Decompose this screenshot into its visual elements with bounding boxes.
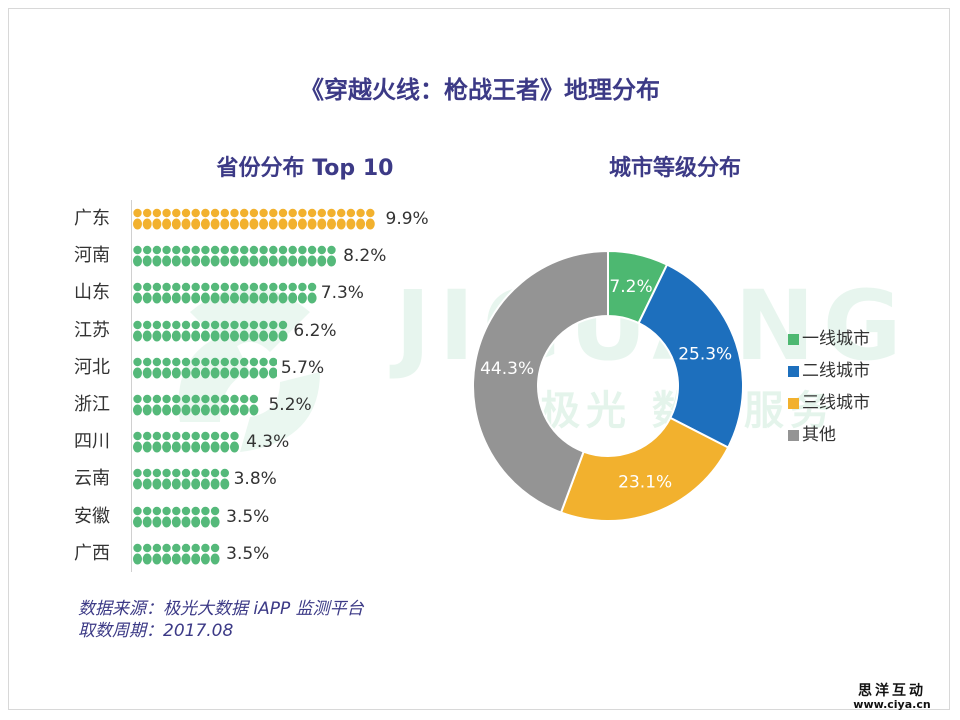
left-chart-title: 省份分布 Top 10 <box>216 156 394 181</box>
province-label: 云南 <box>74 468 110 490</box>
province-label: 河南 <box>74 245 110 267</box>
legend-label: 二线城市 <box>802 361 870 381</box>
bar-chart-axis <box>131 200 132 572</box>
province-label: 江苏 <box>74 319 110 341</box>
province-label: 安徽 <box>74 505 110 527</box>
province-row: 安徽 3.5% <box>0 505 470 529</box>
legend-swatch <box>788 366 799 377</box>
province-value-label: 3.5% <box>226 543 270 564</box>
brand-watermark: 思洋互动 www.ciya.cn <box>836 684 948 710</box>
donut-value-label: 25.3% <box>678 345 732 365</box>
province-row: 浙江 5.2% <box>0 393 470 417</box>
province-bar <box>133 543 220 565</box>
legend-swatch <box>788 398 799 409</box>
donut-value-label: 44.3% <box>480 359 534 379</box>
province-label: 浙江 <box>74 394 110 415</box>
province-bar <box>133 431 239 453</box>
province-label: 河北 <box>74 356 110 378</box>
donut-slice <box>637 263 744 449</box>
brand-url: www.ciya.cn <box>853 697 931 711</box>
province-bar <box>133 245 336 267</box>
province-value-label: 4.3% <box>246 432 290 453</box>
province-row: 山东 7.3% <box>0 281 470 305</box>
donut-value-label: 7.2% <box>609 277 652 297</box>
province-bar <box>133 320 288 342</box>
province-bar <box>133 394 259 416</box>
province-value-label: 5.7% <box>280 357 325 378</box>
period-note: 取数周期：2017.08 <box>78 621 234 641</box>
province-row: 广东 9.9% <box>0 207 470 231</box>
province-row: 云南 3.8% <box>0 467 470 491</box>
legend-label: 一线城市 <box>802 329 870 349</box>
province-row: 河北 5.7% <box>0 356 470 380</box>
brand-name: 思洋互动 <box>858 683 926 699</box>
province-row: 广西 3.5% <box>0 542 470 566</box>
province-value-label: 3.5% <box>226 506 270 527</box>
province-value-label: 3.8% <box>233 469 277 490</box>
province-label: 四川 <box>74 431 110 453</box>
province-bar <box>133 357 277 379</box>
province-value-label: 7.3% <box>320 283 364 304</box>
province-bar <box>133 283 317 304</box>
legend-swatch <box>788 334 799 345</box>
province-bar <box>133 506 220 528</box>
province-row: 江苏 6.2% <box>0 319 470 343</box>
province-bar <box>133 469 230 490</box>
legend-label: 其他 <box>802 425 836 445</box>
donut-slice <box>559 416 730 522</box>
province-value-label: 9.9% <box>385 209 429 229</box>
province-row: 河南 8.2% <box>0 244 470 268</box>
province-label: 广东 <box>74 208 110 229</box>
province-value-label: 5.2% <box>268 395 312 415</box>
province-value-label: 6.2% <box>293 320 337 341</box>
province-bar <box>133 208 375 230</box>
donut-slice <box>471 249 609 514</box>
page-title: 《穿越火线：枪战王者》地理分布 <box>300 76 660 104</box>
source-note: 数据来源：极光大数据 iAPP 监测平台 <box>78 599 364 619</box>
page-frame <box>8 8 950 710</box>
province-value-label: 8.2% <box>343 246 387 267</box>
province-label: 广西 <box>74 542 110 564</box>
donut-value-label: 23.1% <box>618 473 672 493</box>
right-chart-title: 城市等级分布 <box>608 156 741 181</box>
legend-swatch <box>788 430 799 441</box>
legend-label: 三线城市 <box>802 393 870 413</box>
province-label: 山东 <box>74 282 110 304</box>
province-row: 四川 4.3% <box>0 430 470 454</box>
